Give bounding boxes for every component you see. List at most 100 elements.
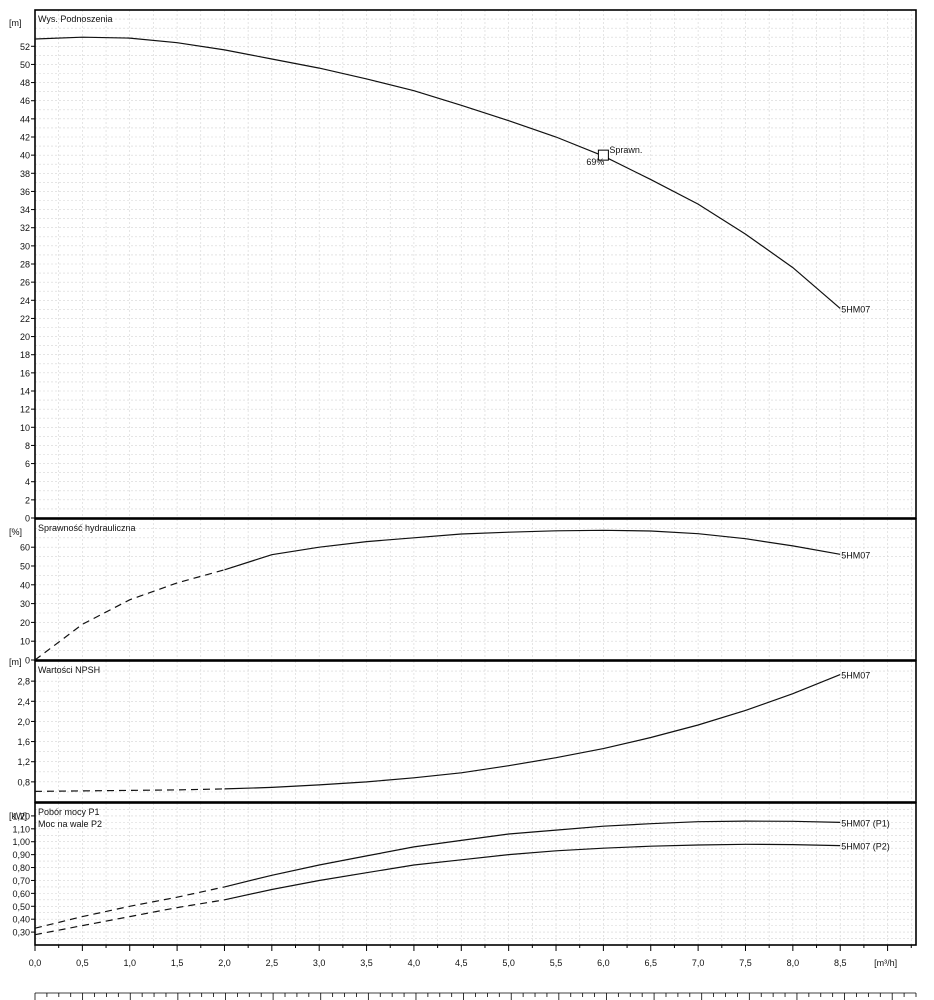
y-tick-label: 40 (20, 580, 30, 590)
series-line-dashed (34, 788, 225, 792)
panel-frame (34, 518, 917, 661)
y-tick-label: 34 (20, 205, 30, 215)
y-tick-label: 0 (25, 514, 30, 524)
x-tick-label: 6,5 (644, 958, 657, 968)
y-tick-label: 6 (25, 459, 30, 469)
y-tick-label: 0,8 (17, 777, 30, 787)
panel-subtitle: Moc na wale P2 (38, 819, 102, 829)
y-axis-unit: [%] (9, 527, 22, 537)
y-tick-label: 42 (20, 133, 30, 143)
x-tick-label: 3,0 (313, 958, 326, 968)
y-tick-label: 1,2 (17, 757, 30, 767)
panel-4: 0,30 0,40 0,50 0,60 0,70 0,80 0,90 1,00 1,10 1,20… (9, 802, 917, 946)
panel-2: 0 10 20 30 40 50 60 [%] Sprawność hydrauliczna 5H… (9, 518, 917, 666)
panel-title: Wys. Podnoszenia (38, 14, 112, 24)
y-tick-label: 46 (20, 96, 30, 106)
series-label: 5HM07 (P2) (841, 842, 890, 852)
y-tick-label: 10 (20, 637, 30, 647)
x-tick-label: 7,0 (692, 958, 705, 968)
y-tick-label: 0,60 (12, 889, 30, 899)
y-axis-unit: [m] (9, 18, 22, 28)
y-tick-label: 0,30 (12, 928, 30, 938)
annotation-label: Sprawn. (609, 145, 642, 155)
y-tick-label: 4 (25, 477, 30, 487)
y-tick-label: 48 (20, 78, 30, 88)
series-line-dashed (34, 899, 225, 936)
annotation-value: 69% (586, 157, 604, 167)
y-tick-label: 2,0 (17, 717, 30, 727)
y-tick-label: 44 (20, 114, 30, 124)
y-tick-label: 20 (20, 618, 30, 628)
x-axis-unit: [m³/h] (874, 958, 897, 968)
x-tick-label: 0,0 (29, 958, 42, 968)
y-tick-label: 0,80 (12, 863, 30, 873)
y-tick-label: 1,6 (17, 737, 30, 747)
y-tick-label: 26 (20, 278, 30, 288)
y-tick-label: 32 (20, 223, 30, 233)
y-tick-label: 40 (20, 151, 30, 161)
y-tick-label: 28 (20, 260, 30, 270)
y-axis-unit: [m] (9, 657, 22, 667)
y-tick-label: 2,4 (17, 697, 30, 707)
y-tick-label: 24 (20, 296, 30, 306)
efficiency-marker (597, 149, 609, 161)
x-tick-label: 6,0 (597, 958, 610, 968)
x-tick-label: 8,0 (787, 958, 800, 968)
series-line (224, 843, 841, 901)
y-tick-label: 8 (25, 441, 30, 451)
y-tick-label: 16 (20, 368, 30, 378)
y-tick-label: 36 (20, 187, 30, 197)
x-tick-label: 2,5 (266, 958, 279, 968)
x-tick-label: 4,0 (408, 958, 421, 968)
series-line (224, 674, 841, 790)
x-axis: 0,0 0,5 1,0 1,5 2,0 2,5 3,0 3,5 4,0 4,5 5,0 5,5 6,0 6… (29, 945, 917, 1000)
series-label: 5HM07 (841, 671, 870, 681)
x-tick-label: 1,5 (171, 958, 184, 968)
x-tick-label: 4,5 (455, 958, 468, 968)
y-tick-label: 10 (20, 423, 30, 433)
y-tick-label: 1,00 (12, 837, 30, 847)
y-tick-label: 1,20 (12, 811, 30, 821)
series-line-dashed (34, 886, 225, 929)
y-tick-label: 0,90 (12, 850, 30, 860)
x-tick-label: 8,5 (834, 958, 847, 968)
y-tick-label: 38 (20, 169, 30, 179)
series-line (34, 36, 841, 309)
x-tick-label: 3,5 (360, 958, 373, 968)
panel-frame (34, 660, 917, 803)
y-tick-label: 0,70 (12, 876, 30, 886)
series-label: 5HM07 (841, 550, 870, 560)
y-tick-label: 0,40 (12, 915, 30, 925)
y-tick-label: 2 (25, 495, 30, 505)
y-tick-label: 52 (20, 42, 30, 52)
y-tick-label: 30 (20, 599, 30, 609)
series-label: 5HM07 (841, 304, 870, 314)
y-tick-label: 50 (20, 60, 30, 70)
y-tick-label: 0 (25, 656, 30, 666)
series-line (224, 820, 841, 888)
y-tick-label: 2,8 (17, 677, 30, 687)
y-tick-label: 14 (20, 387, 30, 397)
y-tick-label: 0,50 (12, 902, 30, 912)
x-tick-label: 2,0 (218, 958, 231, 968)
panel-frame (34, 802, 917, 946)
panel-title: Sprawność hydrauliczna (38, 523, 136, 533)
x-tick-label: 0,5 (76, 958, 89, 968)
y-axis-unit: [kW] (9, 811, 27, 821)
series-label: 5HM07 (P1) (841, 818, 890, 828)
y-tick-label: 60 (20, 543, 30, 553)
x-tick-label: 1,0 (123, 958, 136, 968)
y-tick-label: 22 (20, 314, 30, 324)
y-tick-label: 18 (20, 350, 30, 360)
x-tick-label: 5,5 (550, 958, 563, 968)
panel-title: Wartości NPSH (38, 665, 100, 675)
y-tick-label: 30 (20, 241, 30, 251)
panel-1: 0246810121416182022242628303234363840424… (9, 9, 917, 524)
y-tick-label: 20 (20, 332, 30, 342)
series-line (224, 529, 841, 571)
y-tick-label: 12 (20, 405, 30, 415)
x-tick-label: 7,5 (739, 958, 752, 968)
y-tick-label: 1,10 (12, 824, 30, 834)
x-tick-label: 5,0 (502, 958, 515, 968)
